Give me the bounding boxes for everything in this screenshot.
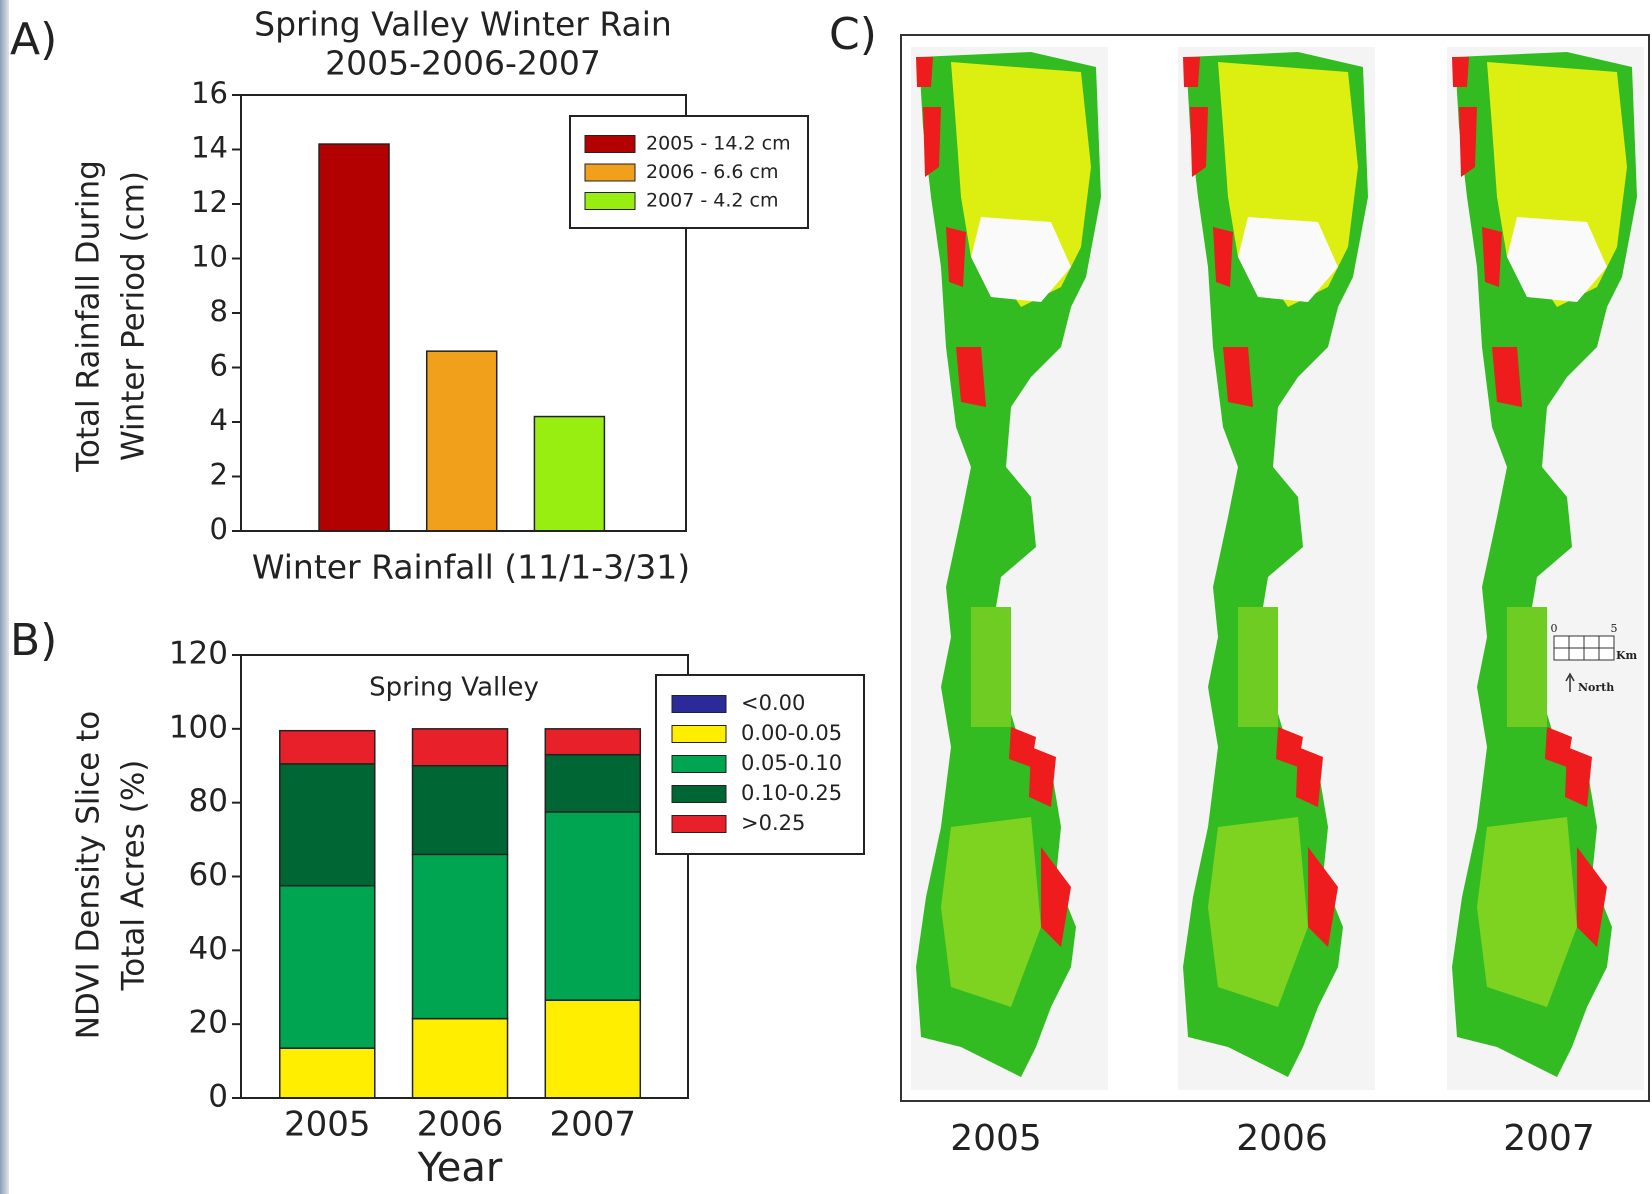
- chart-subtitle: 2005-2006-2007: [325, 44, 601, 83]
- y-axis-label: NDVI Density Slice to: [71, 711, 107, 1039]
- y-tick-label: 6: [210, 349, 228, 383]
- x-tick-label: 2005: [284, 1105, 371, 1145]
- panel-label: B): [10, 615, 57, 666]
- panel-label: A): [10, 14, 57, 65]
- y-tick-label: 0: [210, 512, 228, 546]
- legend-label: 2005 - 14.2 cm: [646, 133, 791, 155]
- x-axis-label: Year: [417, 1145, 503, 1191]
- legend-swatch: [672, 786, 726, 803]
- y-axis-label: Winter Period (cm): [116, 171, 152, 461]
- map-panel: 2005 2006 2007 0 5 Km North: [901, 35, 1649, 1159]
- figure: A) B) C) 2005 2006 2007 0 5 Km North Spr…: [0, 0, 1652, 1194]
- y-tick-label: 14: [191, 131, 228, 165]
- legend-swatch: [585, 136, 635, 153]
- legend-swatch: [585, 193, 635, 210]
- bar-segment: [280, 731, 375, 764]
- bar-segment: [545, 755, 640, 812]
- bar-segment: [413, 766, 508, 855]
- y-axis-label: Total Acres (%): [116, 760, 152, 992]
- y-tick-label: 0: [208, 1079, 228, 1115]
- scale-label: 0: [1551, 622, 1558, 635]
- legend-swatch: [672, 726, 726, 743]
- north-label: North: [1578, 681, 1614, 694]
- panel-label: C): [829, 9, 877, 60]
- legend-label: 0.00-0.05: [741, 721, 842, 745]
- y-tick-label: 120: [169, 636, 228, 672]
- y-tick-label: 4: [210, 403, 228, 437]
- bar: [534, 417, 604, 531]
- legend-swatch: [672, 696, 726, 713]
- y-tick-label: 8: [210, 294, 228, 328]
- scale-label: 5: [1611, 622, 1618, 635]
- y-tick-label: 80: [189, 783, 228, 819]
- bar-segment: [413, 854, 508, 1018]
- y-tick-label: 12: [191, 185, 228, 219]
- legend-label: <0.00: [741, 691, 805, 715]
- legend-swatch: [672, 816, 726, 833]
- bar-segment: [280, 1048, 375, 1098]
- legend-label: 0.10-0.25: [741, 781, 842, 805]
- map: [1178, 47, 1375, 1090]
- map-year: 2007: [1503, 1118, 1595, 1159]
- map-year: 2005: [950, 1118, 1042, 1159]
- map-year: 2006: [1236, 1118, 1328, 1159]
- bar-segment: [545, 812, 640, 1000]
- y-tick-label: 20: [189, 1005, 228, 1041]
- chart-title: Spring Valley Winter Rain: [254, 5, 672, 44]
- y-tick-label: 100: [169, 709, 228, 745]
- x-tick-label: 2007: [550, 1105, 637, 1145]
- annotation: Spring Valley: [369, 673, 539, 703]
- map: [911, 47, 1108, 1090]
- legend-label: 0.05-0.10: [741, 751, 842, 775]
- legend-label: >0.25: [741, 811, 805, 835]
- y-tick-label: 40: [189, 931, 228, 967]
- page: A) B) C) 2005 2006 2007 0 5 Km North Spr…: [0, 0, 1652, 1194]
- y-tick-label: 2: [210, 458, 228, 492]
- scale-unit: Km: [1616, 649, 1638, 662]
- bar: [319, 144, 389, 531]
- bar-segment: [413, 1019, 508, 1098]
- legend-swatch: [585, 164, 635, 181]
- bar-segment: [280, 764, 375, 886]
- x-tick-label: 2006: [417, 1105, 504, 1145]
- bar-segment: [545, 729, 640, 755]
- y-axis-label: Total Rainfall During: [71, 160, 107, 473]
- legend-label: 2006 - 6.6 cm: [646, 161, 779, 183]
- y-tick-label: 16: [191, 76, 228, 110]
- bar-segment: [545, 1000, 640, 1098]
- bar-segment: [280, 886, 375, 1048]
- photo-edge: [0, 0, 9, 1194]
- bar-segment: [413, 729, 508, 766]
- bar: [427, 351, 497, 531]
- y-tick-label: 60: [189, 857, 228, 893]
- map: [1447, 47, 1644, 1090]
- legend-label: 2007 - 4.2 cm: [646, 190, 779, 212]
- x-axis-label: Winter Rainfall (11/1-3/31): [252, 548, 690, 587]
- y-tick-label: 10: [191, 240, 228, 274]
- legend-swatch: [672, 756, 726, 773]
